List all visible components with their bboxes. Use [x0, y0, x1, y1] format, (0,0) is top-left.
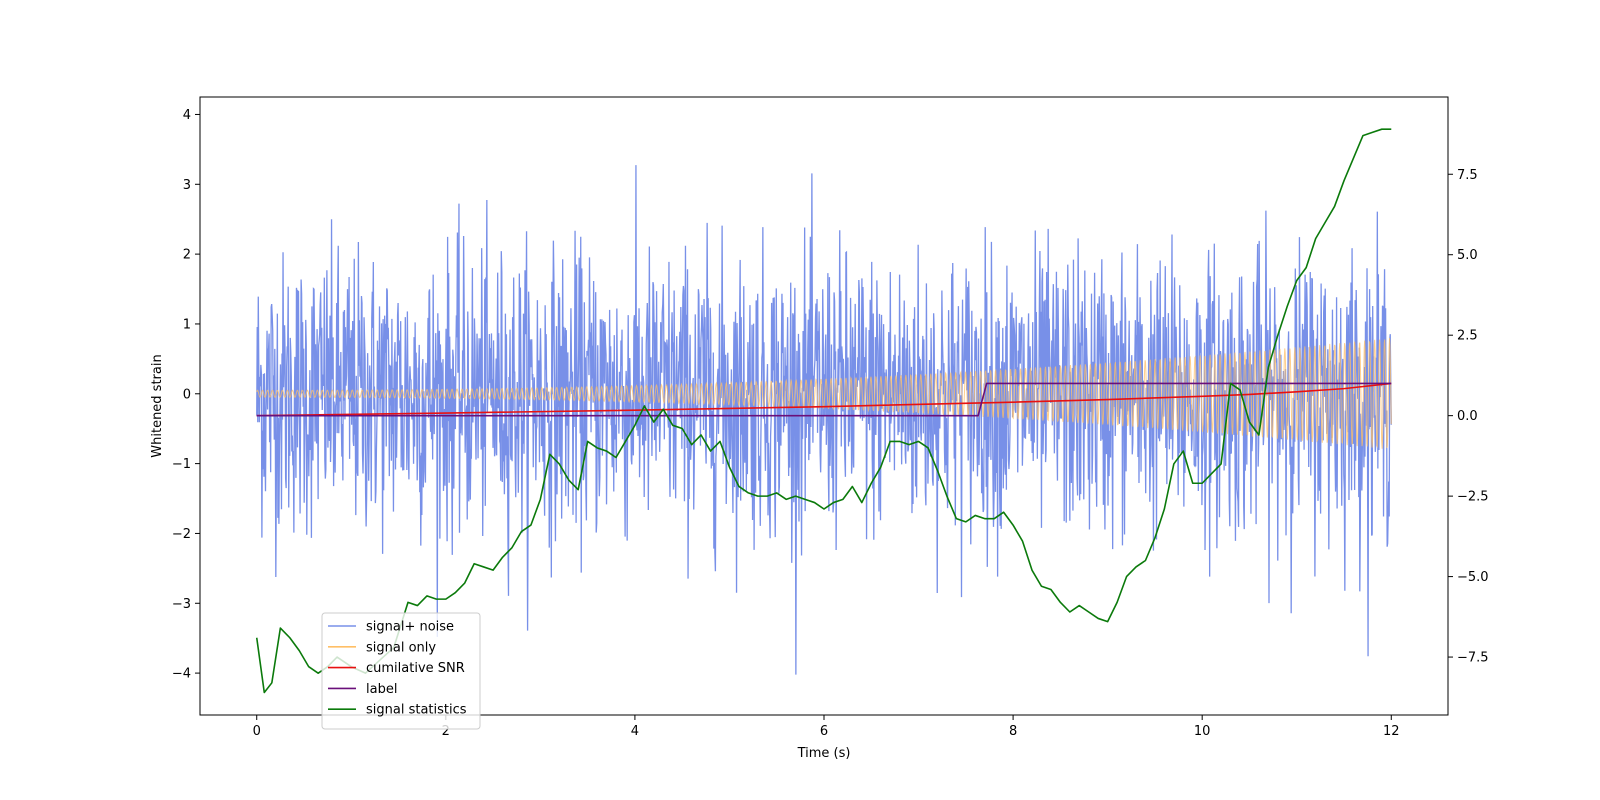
x-tick-label: 8 — [1009, 724, 1017, 739]
legend: signal+ noise signal only cumilative SNR la… — [321, 612, 481, 730]
series-cumulative-snr-line — [256, 382, 1392, 417]
y-axis-label: Whitened strain — [150, 354, 165, 457]
y-tick-label: −4 — [172, 667, 191, 682]
series-layer — [255, 128, 1392, 694]
y-tick-label: −1 — [172, 457, 191, 472]
x-tick-label: 10 — [1194, 724, 1211, 739]
y2-tick-label: 2.5 — [1457, 329, 1478, 344]
legend-label: signal+ noise — [366, 620, 454, 635]
y-axis-right: −7.5 −5.0 −2.5 0.0 2.5 5.0 7.5 — [1448, 168, 1489, 666]
y-tick-label: −2 — [172, 527, 191, 542]
x-tick-label: 12 — [1383, 724, 1400, 739]
y2-tick-label: 7.5 — [1457, 168, 1478, 183]
legend-label: signal statistics — [366, 703, 467, 718]
series-label-line — [256, 382, 1392, 417]
y-tick-label: 1 — [183, 317, 191, 332]
x-tick-label: 2 — [442, 724, 450, 739]
y-tick-label: 4 — [183, 108, 191, 123]
y2-tick-label: −2.5 — [1457, 490, 1489, 505]
y-tick-label: 3 — [183, 178, 191, 193]
y-tick-label: 0 — [183, 387, 191, 402]
y2-tick-label: 5.0 — [1457, 248, 1478, 263]
y2-tick-label: 0.0 — [1457, 409, 1478, 424]
y-tick-label: −3 — [172, 597, 191, 612]
x-tick-label: 4 — [631, 724, 639, 739]
series-signal-statistics-line — [255, 128, 1392, 694]
legend-label: cumilative SNR — [366, 661, 465, 676]
legend-label: signal only — [366, 640, 436, 655]
y2-tick-label: −7.5 — [1457, 651, 1489, 666]
y-tick-label: 2 — [183, 248, 191, 263]
x-tick-label: 0 — [253, 724, 261, 739]
x-axis-label: Time (s) — [797, 746, 851, 761]
y2-tick-label: −5.0 — [1457, 570, 1489, 585]
legend-label: label — [366, 682, 397, 697]
x-tick-label: 6 — [820, 724, 828, 739]
y-axis-left: −4 −3 −2 −1 0 1 2 3 4 — [172, 108, 200, 682]
legend-box — [321, 612, 481, 730]
